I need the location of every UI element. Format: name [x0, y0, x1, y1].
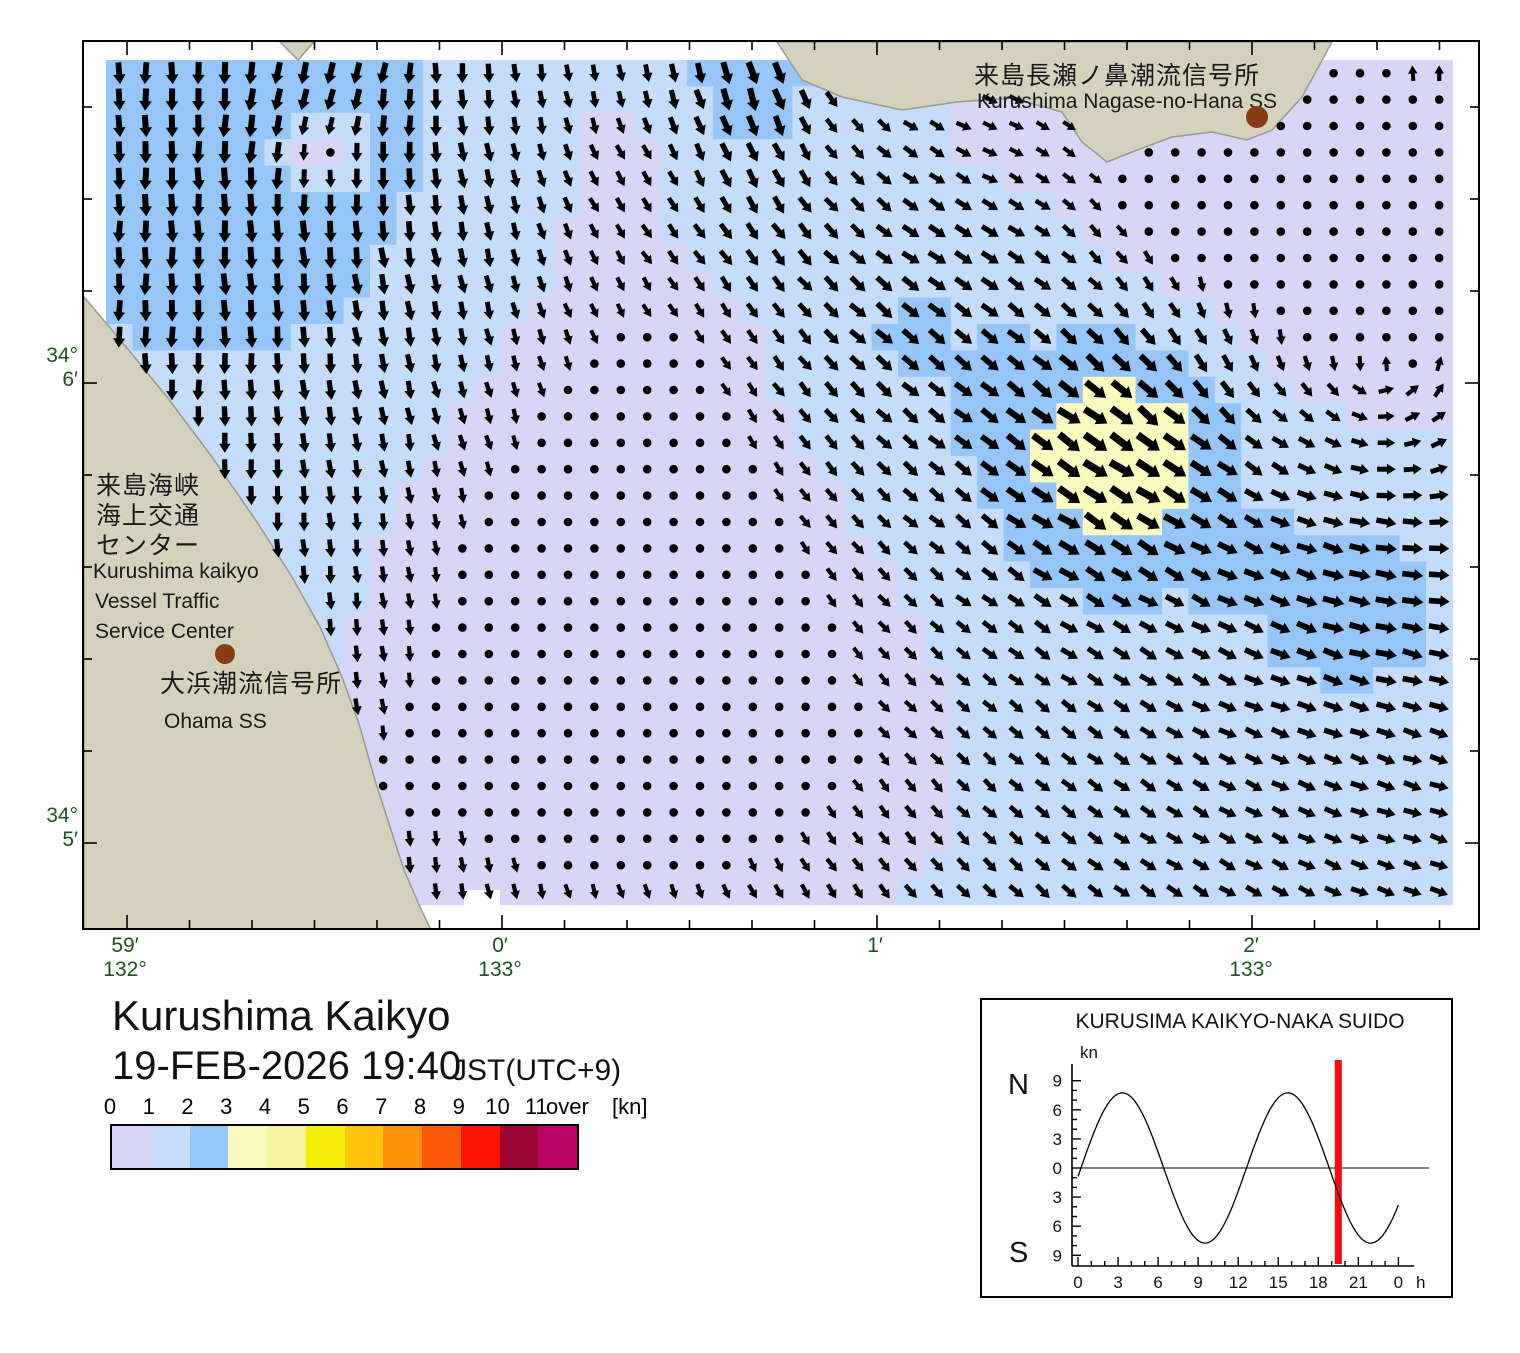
lon-133-0-min: 0′: [492, 934, 508, 957]
legend-color-seg-3: [228, 1126, 267, 1168]
inset-xtick-3: 9: [1193, 1273, 1202, 1292]
inset-ytick-1: 6: [1053, 1101, 1062, 1120]
lon-132-59-deg: 132°: [103, 958, 147, 981]
map-title: Kurushima Kaikyo: [112, 992, 451, 1039]
lat-34-6-min: 6′: [62, 368, 78, 391]
nagase-signal-station-label-jp: 来島長瀬ノ鼻潮流信号所: [974, 62, 1261, 90]
lon-133-2-deg: 133°: [1229, 958, 1273, 981]
inset-ytick-5: 6: [1053, 1217, 1062, 1236]
lon-label-133-0: 0′ 133°: [455, 934, 545, 982]
legend-tick-3: 3: [220, 1094, 233, 1119]
inset-xtick-0: 0: [1073, 1273, 1082, 1292]
current-arrows-layer: [112, 61, 1450, 900]
legend-color-seg-8: [422, 1126, 461, 1168]
inset-xtick-6: 18: [1309, 1273, 1328, 1292]
land-layer: [84, 42, 1333, 928]
inset-ytick-3: 0: [1053, 1159, 1062, 1178]
map-datetime: 19-FEB-2026 19:40: [112, 1044, 462, 1088]
inset-xtick-4: 12: [1229, 1273, 1248, 1292]
inset-xtick-7: 21: [1349, 1273, 1368, 1292]
inset-title: KURUSIMA KAIKYO-NAKA SUIDO: [1075, 1010, 1404, 1033]
lat-label-34-5: 34° 5′: [24, 804, 78, 852]
lon-132-59-min: 59′: [111, 934, 139, 957]
map-timezone: JST(UTC+9): [452, 1054, 622, 1087]
nagase-signal-station-label-en: Kurushima Nagase-no-Hana SS: [977, 90, 1277, 113]
lat-34-5-min: 5′: [62, 828, 78, 851]
legend-color-seg-9: [460, 1126, 500, 1168]
lat-label-34-6: 34° 6′: [24, 344, 78, 392]
legend-tick-4: 4: [258, 1094, 272, 1119]
inset-hour-unit: h: [1416, 1273, 1425, 1292]
inset-xtick-2: 6: [1153, 1273, 1162, 1292]
legend-tick-2: 2: [181, 1094, 194, 1119]
inset-xtick-1: 3: [1113, 1273, 1122, 1292]
legend-color-seg-5: [305, 1126, 345, 1168]
inset-ytick-6: 9: [1053, 1246, 1062, 1265]
vts-label-en-line1: Kurushima kaikyo: [93, 560, 259, 583]
lon-133-2-min: 2′: [1243, 934, 1259, 957]
legend-tick-6: 6: [336, 1094, 349, 1119]
legend-color-seg-4: [267, 1126, 306, 1168]
tidal-current-curve: [1077, 1092, 1400, 1244]
vts-label-en-line3: Service Center: [95, 620, 234, 643]
legend-color-seg-1: [150, 1126, 190, 1168]
legend-tick-0: 0: [103, 1094, 117, 1119]
vts-label-jp-line3: センター: [96, 532, 201, 560]
legend-tick-10: 10: [485, 1094, 510, 1119]
speed-legend-colorbar: [110, 1124, 579, 1170]
lat-34-5-deg: 34°: [46, 804, 78, 827]
current-field-svg: [84, 42, 1478, 928]
legend-color-seg-11: [538, 1126, 577, 1168]
inset-ytick-0: 9: [1053, 1072, 1062, 1091]
lon-label-1min: 1′: [830, 934, 920, 958]
speed-legend: over [kn] 0 1 2 3 4 5 6 7 8 9 10 11: [104, 1094, 648, 1170]
vts-label-en-line2: Vessel Traffic: [95, 590, 220, 613]
lon-label-133-2: 2′ 133°: [1206, 934, 1296, 982]
vts-label-jp-line2: 海上交通: [96, 502, 201, 530]
ohama-station-dot: [215, 644, 235, 664]
legend-color-seg-2: [189, 1126, 229, 1168]
legend-tick-9: 9: [452, 1094, 465, 1119]
legend-tick-5: 5: [297, 1094, 310, 1119]
lon-1min-min: 1′: [867, 934, 883, 957]
inset-xtick-5: 15: [1269, 1273, 1288, 1292]
inset-ytick-2: 3: [1053, 1130, 1062, 1149]
current-map: 来島長瀬ノ鼻潮流信号所 Kurushima Nagase-no-Hana SS …: [82, 40, 1480, 930]
legend-color-seg-7: [383, 1126, 422, 1168]
inset-north-label: N: [1008, 1069, 1029, 1101]
nagase-station-dot: [1246, 106, 1268, 128]
speed-legend-labels: over [kn] 0 1 2 3 4 5 6 7 8 9 10 11: [104, 1094, 648, 1122]
legend-tick-8: 8: [413, 1094, 427, 1119]
legend-tick-7: 7: [375, 1094, 388, 1119]
vts-label-jp-line1: 来島海峡: [96, 472, 201, 500]
frame-ticks-layer: [84, 42, 1478, 928]
ohama-signal-station-label-jp: 大浜潮流信号所: [160, 670, 343, 698]
tidal-curve-inset: KURUSIMA KAIKYO-NAKA SUIDO kn N S 9 6 3 0 3 6 9 0 3 6…: [980, 998, 1453, 1298]
legend-unit-label: [kn]: [612, 1094, 648, 1119]
legend-over-label: over: [546, 1094, 589, 1119]
inset-south-label: S: [1009, 1237, 1028, 1269]
lon-label-132-59: 59′ 132°: [80, 934, 170, 982]
legend-color-seg-6: [344, 1126, 384, 1168]
lon-133-0-deg: 133°: [478, 958, 522, 981]
legend-tick-11: 11: [524, 1094, 548, 1119]
ohama-signal-station-label-en: Ohama SS: [164, 710, 267, 733]
legend-color-seg-0: [112, 1126, 151, 1168]
legend-tick-1: 1: [142, 1094, 155, 1119]
legend-color-seg-10: [499, 1126, 539, 1168]
inset-xtick-8: 0: [1394, 1273, 1403, 1292]
inset-kn-label: kn: [1080, 1043, 1098, 1062]
inset-ytick-4: 3: [1053, 1188, 1062, 1207]
lat-34-6-deg: 34°: [46, 344, 78, 367]
